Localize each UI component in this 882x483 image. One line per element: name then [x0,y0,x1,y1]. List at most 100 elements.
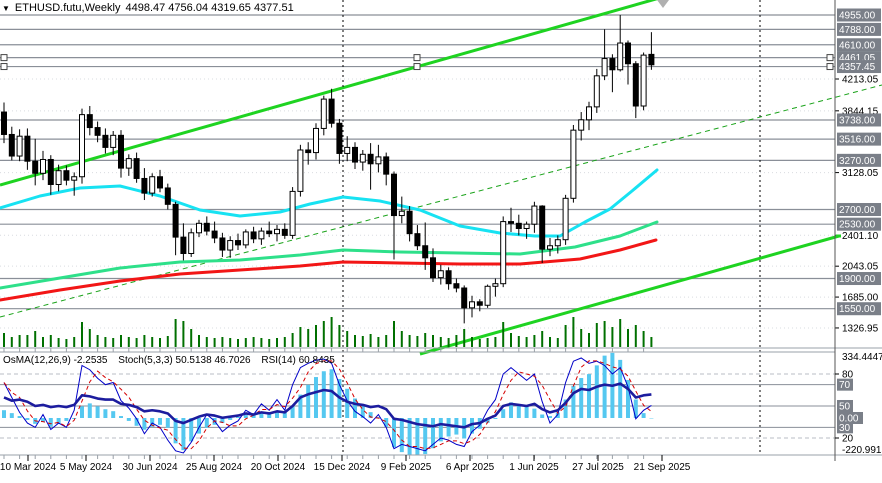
candle-body[interactable] [578,119,585,131]
candle-body[interactable] [24,135,31,162]
candle-body[interactable] [476,301,483,306]
fast-ma[interactable] [0,168,659,238]
candle-body[interactable] [258,230,265,240]
candle-body[interactable] [149,176,156,194]
candle-body[interactable] [164,187,171,205]
candle-body[interactable] [203,222,210,232]
caret-down-icon[interactable]: ▼ [2,3,10,13]
candle-body[interactable] [554,239,561,247]
candle-body[interactable] [515,222,522,229]
candle-body[interactable] [632,63,639,107]
candle-body[interactable] [406,210,413,235]
candle-body[interactable] [445,270,452,285]
candle-body[interactable] [547,245,553,250]
candle-body[interactable] [133,158,140,179]
trendline-median-dashed[interactable] [0,84,882,318]
candle-body[interactable] [414,233,421,247]
candle-body[interactable] [367,153,374,165]
candle-body[interactable] [398,210,405,217]
candle-body[interactable] [274,228,280,235]
candle-body[interactable] [422,245,429,259]
candle-body[interactable] [118,134,124,169]
candle-body[interactable] [86,114,93,129]
line-selection-handle[interactable] [413,54,421,62]
candle-body[interactable] [609,58,616,71]
candle-body[interactable] [344,146,351,154]
candle-body[interactable] [102,134,109,148]
candle-body[interactable] [453,283,460,289]
candle-body[interactable] [32,160,39,174]
candle-body[interactable] [305,149,312,154]
candle-body[interactable] [289,190,296,236]
candle-body[interactable] [617,42,624,71]
line-selection-handle[interactable] [826,63,834,71]
candle-body[interactable] [484,285,491,306]
candle-body[interactable] [570,129,577,199]
candle-body[interactable] [16,135,23,157]
candle-body[interactable] [461,287,468,309]
candle-body[interactable] [391,173,397,217]
candle-body[interactable] [320,98,327,129]
candle-body[interactable] [266,230,273,235]
candle-body[interactable] [157,176,163,189]
candle-body[interactable] [281,228,288,236]
candle-body[interactable] [40,158,46,174]
slow-ma[interactable] [0,238,658,302]
candle-body[interactable] [469,301,475,309]
candle-body[interactable] [328,98,335,124]
candle-body[interactable] [523,223,530,229]
candle-body[interactable] [508,221,514,224]
candle-body[interactable] [601,58,608,77]
candle-body[interactable] [125,158,132,169]
price-tick-label: 4213.05 [842,74,879,85]
candle-body[interactable] [492,283,499,287]
candle-body[interactable] [71,176,78,181]
candle-body[interactable] [352,146,358,163]
candle-body[interactable] [141,177,148,194]
candle-body[interactable] [227,240,234,251]
candle-body[interactable] [313,127,319,154]
line-selection-handle[interactable] [0,54,8,62]
candle-body[interactable] [562,197,569,241]
candle-body[interactable] [188,232,195,255]
candle-body[interactable] [336,122,343,154]
candle-body[interactable] [539,205,546,250]
candle-body[interactable] [242,231,249,246]
osma-zero-badge-bg [837,412,863,424]
candle-body[interactable] [63,170,70,181]
candle-body[interactable] [383,156,390,175]
candle-body[interactable] [47,158,54,185]
candle-body[interactable] [1,111,7,135]
candle-body[interactable] [640,54,647,107]
candle-body[interactable] [250,231,257,240]
candle-body[interactable] [8,133,15,157]
candle-body[interactable] [172,203,179,238]
line-selection-handle[interactable] [0,63,8,71]
candle-body[interactable] [437,270,444,279]
line-selection-handle[interactable] [413,63,421,71]
candle-body[interactable] [211,230,218,239]
candle-body[interactable] [359,153,366,163]
candle-body[interactable] [235,240,241,246]
candle-body[interactable] [180,236,187,255]
candle-body[interactable] [79,114,85,178]
candle-body[interactable] [648,53,655,66]
candle-body[interactable] [94,127,101,136]
candle-body[interactable] [375,156,382,165]
date-label: 5 May 2024 [60,462,113,473]
candle-body[interactable] [219,237,226,251]
candle-body[interactable] [55,170,62,185]
line-selection-handle[interactable] [826,54,834,62]
candle-body[interactable] [196,222,202,234]
candle-body[interactable] [430,257,436,279]
candle-body[interactable] [586,106,592,121]
mid-ma[interactable] [0,220,659,290]
candle-body[interactable] [110,134,117,148]
candle-body[interactable] [531,205,538,225]
candle-body[interactable] [500,221,507,285]
trendline-lower-channel[interactable] [419,234,840,356]
candle-body[interactable] [625,42,631,65]
candle-body[interactable] [593,75,600,108]
candle-body[interactable] [297,149,304,192]
